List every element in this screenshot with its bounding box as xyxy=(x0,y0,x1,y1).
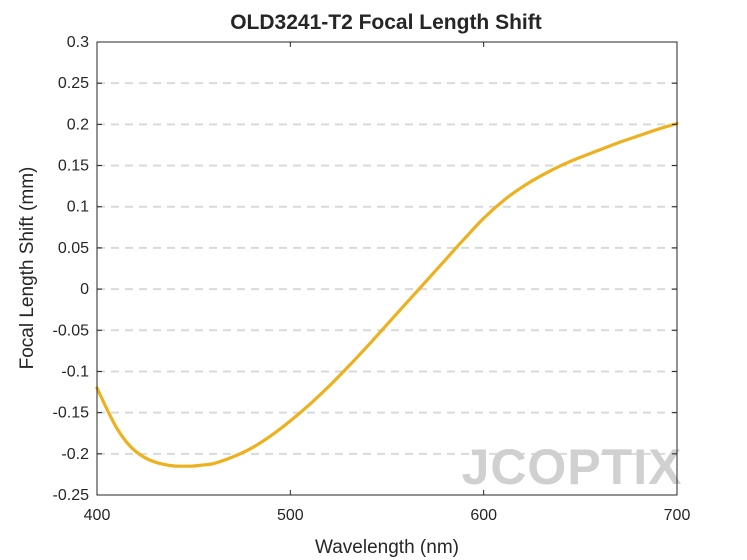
y-tick-label: -0.1 xyxy=(61,363,89,380)
x-tick-label: 500 xyxy=(277,507,304,524)
x-tick-label: 700 xyxy=(664,507,691,524)
y-tick-label: -0.15 xyxy=(53,405,90,422)
x-tick-label: 600 xyxy=(470,507,497,524)
y-axis-ticks: -0.25 -0.2 -0.15 -0.1 -0.05 0 0.05 0.1 0.15 0.2 0.… xyxy=(53,34,677,504)
x-tick-label: 400 xyxy=(84,507,111,524)
y-tick-label: 0.3 xyxy=(67,34,89,51)
y-tick-label: -0.2 xyxy=(61,446,89,463)
y-tick-label: 0.05 xyxy=(58,240,89,257)
y-axis-label: Focal Length Shift (mm) xyxy=(17,167,38,370)
y-tick-label: 0.25 xyxy=(58,75,89,92)
plot-area-frame xyxy=(96,41,678,496)
y-tick-label: -0.25 xyxy=(53,487,90,504)
chart-title: OLD3241-T2 Focal Length Shift xyxy=(230,11,542,34)
series-line xyxy=(95,121,679,468)
y-tick-label: -0.05 xyxy=(53,322,90,339)
y-tick-label: 0 xyxy=(80,281,89,298)
grid-lines xyxy=(97,82,677,455)
watermark-logo: JCOPTIX xyxy=(462,439,683,495)
y-tick-label: 0.15 xyxy=(58,158,89,175)
y-tick-label: 0.2 xyxy=(67,116,89,133)
x-axis-label: Wavelength (nm) xyxy=(315,537,459,558)
y-tick-label: 0.1 xyxy=(67,199,89,216)
x-axis-ticks: 400 500 600 700 xyxy=(84,42,691,524)
